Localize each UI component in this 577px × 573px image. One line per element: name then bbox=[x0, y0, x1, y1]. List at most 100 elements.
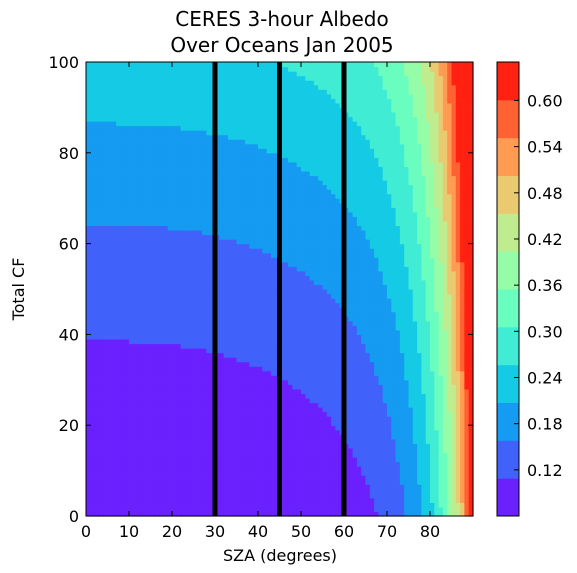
heatmap-cell bbox=[124, 338, 130, 345]
heatmap-cell bbox=[120, 407, 126, 413]
heatmap-cell bbox=[116, 366, 121, 372]
heatmap-cell bbox=[296, 479, 302, 485]
heatmap-cell bbox=[86, 161, 91, 168]
heatmap-cell bbox=[189, 75, 195, 81]
heatmap-cell bbox=[180, 243, 186, 249]
heatmap-cell bbox=[189, 425, 195, 431]
heatmap-cell bbox=[159, 143, 164, 149]
heatmap-cell bbox=[124, 189, 130, 195]
heatmap-cell bbox=[232, 275, 238, 281]
heatmap-cell bbox=[86, 98, 91, 104]
heatmap-cell bbox=[111, 334, 117, 340]
heatmap-cell bbox=[167, 89, 173, 95]
heatmap-cell bbox=[98, 361, 104, 367]
heatmap-cell bbox=[288, 338, 293, 345]
heatmap-cell bbox=[98, 239, 104, 245]
heatmap-cell bbox=[296, 334, 302, 340]
heatmap-cell bbox=[249, 134, 255, 140]
heatmap-cell bbox=[193, 234, 199, 240]
heatmap-cell bbox=[124, 89, 130, 95]
heatmap-cell bbox=[116, 220, 121, 227]
heatmap-cell bbox=[107, 207, 113, 213]
heatmap-cell bbox=[146, 284, 152, 290]
heatmap-cell bbox=[292, 379, 298, 385]
heatmap-cell bbox=[249, 407, 255, 413]
heatmap-cell bbox=[283, 298, 289, 304]
heatmap-cell bbox=[90, 302, 96, 308]
heatmap-cell bbox=[163, 71, 169, 77]
heatmap-cell bbox=[159, 511, 164, 517]
heatmap-cell bbox=[266, 298, 272, 304]
heatmap-cell bbox=[107, 89, 113, 95]
heatmap-cell bbox=[163, 325, 169, 331]
heatmap-cell bbox=[296, 488, 302, 494]
heatmap-cell bbox=[176, 511, 182, 517]
heatmap-cell bbox=[219, 75, 225, 81]
heatmap-cell bbox=[270, 180, 276, 186]
heatmap-cell bbox=[98, 493, 104, 499]
heatmap-cell bbox=[159, 438, 164, 444]
heatmap-cell bbox=[154, 71, 160, 77]
heatmap-cell bbox=[94, 434, 100, 440]
heatmap-cell bbox=[232, 334, 238, 340]
heatmap-cell bbox=[262, 289, 268, 295]
heatmap-cell bbox=[116, 157, 121, 163]
heatmap-cell bbox=[193, 175, 199, 181]
heatmap-cell bbox=[103, 189, 109, 195]
heatmap-cell bbox=[90, 139, 96, 145]
heatmap-cell bbox=[150, 325, 156, 331]
heatmap-cell bbox=[227, 461, 233, 467]
heatmap-cell bbox=[103, 116, 109, 122]
heatmap-cell bbox=[120, 189, 126, 195]
heatmap-cell bbox=[172, 93, 177, 99]
heatmap-cell bbox=[296, 266, 302, 272]
heatmap-cell bbox=[176, 125, 182, 131]
heatmap-cell bbox=[296, 152, 302, 158]
heatmap-cell bbox=[163, 311, 169, 317]
heatmap-cell bbox=[283, 239, 289, 245]
heatmap-cell bbox=[111, 71, 117, 77]
heatmap-cell bbox=[98, 139, 104, 145]
heatmap-cell bbox=[159, 166, 164, 172]
heatmap-cell bbox=[133, 111, 139, 118]
heatmap-cell bbox=[270, 307, 276, 313]
heatmap-cell bbox=[103, 311, 109, 317]
heatmap-cell bbox=[159, 180, 164, 186]
heatmap-cell bbox=[296, 139, 302, 145]
heatmap-cell bbox=[116, 279, 121, 286]
heatmap-cell bbox=[163, 180, 169, 186]
heatmap-cell bbox=[146, 243, 152, 249]
heatmap-cell bbox=[236, 143, 242, 149]
heatmap-cell bbox=[206, 484, 212, 490]
heatmap-cell bbox=[262, 506, 268, 513]
heatmap-cell bbox=[283, 266, 289, 272]
heatmap-cell bbox=[98, 279, 104, 286]
heatmap-cell bbox=[133, 89, 139, 95]
heatmap-cell bbox=[296, 416, 302, 422]
heatmap-cell bbox=[296, 225, 302, 231]
heatmap-cell bbox=[202, 298, 207, 304]
heatmap-cell bbox=[107, 479, 113, 485]
heatmap-cell bbox=[150, 130, 156, 136]
heatmap-cell bbox=[283, 148, 289, 154]
heatmap-cell bbox=[129, 161, 134, 168]
heatmap-cell bbox=[124, 443, 130, 449]
heatmap-cell bbox=[223, 279, 229, 286]
heatmap-cell bbox=[288, 493, 293, 499]
heatmap-cell bbox=[219, 384, 225, 390]
heatmap-cell bbox=[232, 161, 238, 168]
heatmap-cell bbox=[159, 248, 164, 254]
heatmap-cell bbox=[206, 220, 212, 227]
heatmap-cell bbox=[253, 152, 259, 158]
heatmap-cell bbox=[236, 298, 242, 304]
heatmap-cell bbox=[270, 289, 276, 295]
heatmap-cell bbox=[227, 293, 233, 299]
heatmap-cell bbox=[163, 157, 169, 163]
heatmap-cell bbox=[258, 429, 263, 435]
heatmap-cell bbox=[120, 425, 126, 431]
heatmap-cell bbox=[163, 62, 169, 68]
heatmap-cell bbox=[266, 143, 272, 149]
heatmap-cell bbox=[202, 193, 207, 199]
heatmap-cell bbox=[189, 170, 195, 177]
heatmap-cell bbox=[292, 302, 298, 308]
